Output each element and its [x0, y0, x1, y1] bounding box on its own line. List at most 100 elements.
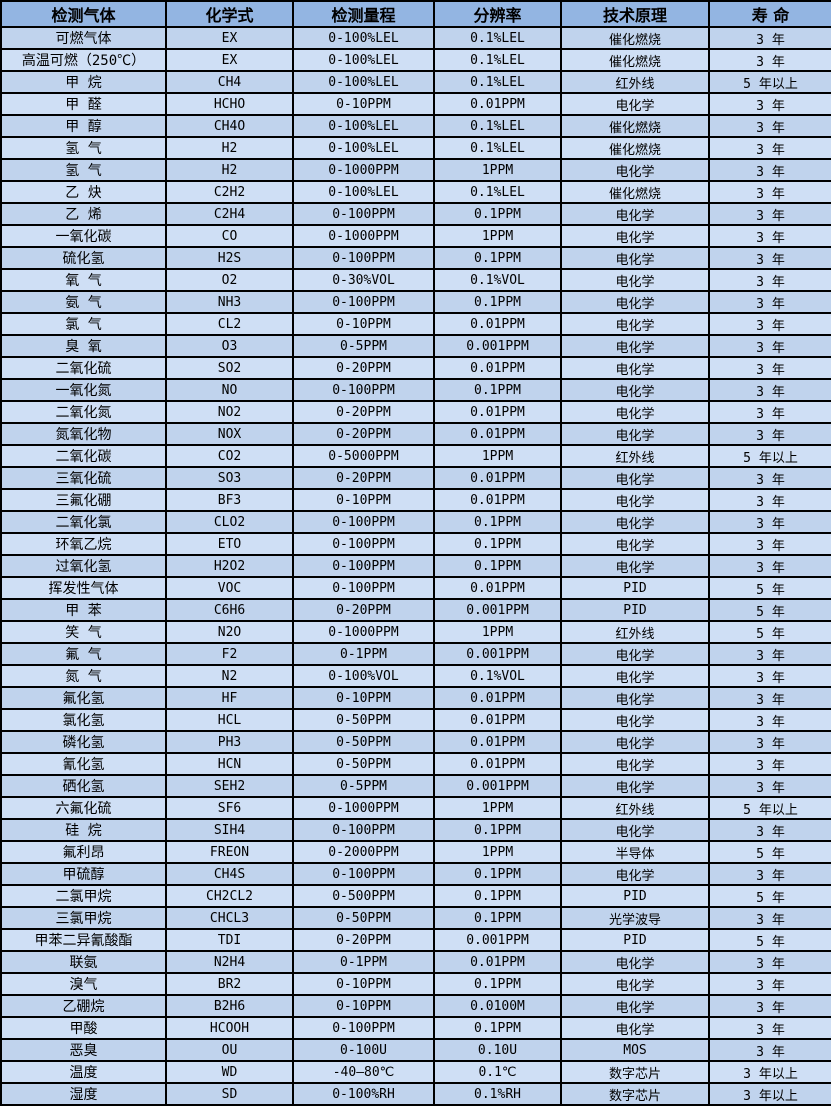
- table-cell: 氢 气: [0, 136, 167, 160]
- table-cell: 5 年: [708, 620, 831, 644]
- table-cell: 光学波导: [560, 906, 710, 930]
- table-cell: 硒化氢: [0, 774, 167, 798]
- table-cell: 3 年: [708, 972, 831, 996]
- table-cell: 电化学: [560, 334, 710, 358]
- table-cell: 一氧化碳: [0, 224, 167, 248]
- table-cell: C2H4: [165, 202, 294, 226]
- table-cell: 0-100PPM: [292, 532, 435, 556]
- table-cell: 溴气: [0, 972, 167, 996]
- table-cell: 二氧化氮: [0, 400, 167, 424]
- table-cell: 可燃气体: [0, 26, 167, 50]
- table-cell: 0-1PPM: [292, 642, 435, 666]
- table-cell: HCL: [165, 708, 294, 732]
- table-row: 三氧化硫 SO3 0-20PPM 0.01PPM 电化学 3 年: [0, 466, 831, 490]
- table-cell: 0.001PPM: [433, 642, 562, 666]
- table-cell: 二氧化碳: [0, 444, 167, 468]
- table-cell: 3 年: [708, 664, 831, 688]
- table-cell: 一氧化氮: [0, 378, 167, 402]
- table-cell: 0-1PPM: [292, 950, 435, 974]
- table-cell: 0-1000PPM: [292, 224, 435, 248]
- table-cell: 红外线: [560, 444, 710, 468]
- table-cell: 0-10PPM: [292, 686, 435, 710]
- table-cell: 电化学: [560, 774, 710, 798]
- table-cell: 0-1000PPM: [292, 796, 435, 820]
- table-cell: 电化学: [560, 950, 710, 974]
- table-cell: 3 年: [708, 774, 831, 798]
- table-cell: 0.1PPM: [433, 378, 562, 402]
- table-row: 甲 醛 HCHO 0-10PPM 0.01PPM 电化学 3 年: [0, 92, 831, 116]
- table-cell: 3 年: [708, 1038, 831, 1062]
- table-cell: 电化学: [560, 246, 710, 270]
- header-resolution: 分辨率: [433, 0, 562, 28]
- table-cell: 0.1PPM: [433, 972, 562, 996]
- table-cell: 0.1%RH: [433, 1082, 562, 1106]
- table-cell: 甲 苯: [0, 598, 167, 622]
- table-row: 甲硫醇 CH4S 0-100PPM 0.1PPM 电化学 3 年: [0, 862, 831, 886]
- table-cell: 0.1PPM: [433, 1016, 562, 1040]
- table-cell: 0.1PPM: [433, 532, 562, 556]
- table-cell: 电化学: [560, 202, 710, 226]
- table-cell: TDI: [165, 928, 294, 952]
- table-cell: 0.01PPM: [433, 686, 562, 710]
- header-gas: 检测气体: [0, 0, 167, 28]
- table-cell: NO: [165, 378, 294, 402]
- table-cell: 恶臭: [0, 1038, 167, 1062]
- table-row: 二氧化氯 CLO2 0-100PPM 0.1PPM 电化学 3 年: [0, 510, 831, 534]
- table-cell: 0-1000PPM: [292, 620, 435, 644]
- table-row: 氢 气 H2 0-1000PPM 1PPM 电化学 3 年: [0, 158, 831, 182]
- table-cell: 0.001PPM: [433, 334, 562, 358]
- table-cell: 5 年: [708, 928, 831, 952]
- table-row: 恶臭 OU 0-100U 0.10U MOS 3 年: [0, 1038, 831, 1062]
- table-cell: 0.01PPM: [433, 488, 562, 512]
- table-cell: 过氧化氢: [0, 554, 167, 578]
- header-formula: 化学式: [165, 0, 294, 28]
- table-cell: 0-10PPM: [292, 312, 435, 336]
- table-cell: 环氧乙烷: [0, 532, 167, 556]
- table-cell: 电化学: [560, 686, 710, 710]
- table-cell: 红外线: [560, 796, 710, 820]
- table-cell: PID: [560, 598, 710, 622]
- table-cell: 0.1%LEL: [433, 26, 562, 50]
- table-cell: 甲酸: [0, 1016, 167, 1040]
- table-cell: 3 年: [708, 422, 831, 446]
- table-cell: 0.1PPM: [433, 246, 562, 270]
- table-row: 氧 气 O2 0-30%VOL 0.1%VOL 电化学 3 年: [0, 268, 831, 292]
- table-cell: 1PPM: [433, 620, 562, 644]
- table-cell: 3 年: [708, 158, 831, 182]
- table-cell: 0.0100M: [433, 994, 562, 1018]
- table-cell: CLO2: [165, 510, 294, 534]
- table-row: 磷化氢 PH3 0-50PPM 0.01PPM 电化学 3 年: [0, 730, 831, 754]
- table-cell: 0-100PPM: [292, 576, 435, 600]
- table-row: 过氧化氢 H2O2 0-100PPM 0.1PPM 电化学 3 年: [0, 554, 831, 578]
- table-row: 二氧化硫 SO2 0-20PPM 0.01PPM 电化学 3 年: [0, 356, 831, 380]
- table-cell: 湿度: [0, 1082, 167, 1106]
- table-cell: 3 年: [708, 290, 831, 314]
- table-cell: SF6: [165, 796, 294, 820]
- table-cell: 氮 气: [0, 664, 167, 688]
- table-cell: 0-50PPM: [292, 752, 435, 776]
- table-cell: 3 年: [708, 312, 831, 336]
- table-row: 一氧化碳 CO 0-1000PPM 1PPM 电化学 3 年: [0, 224, 831, 248]
- table-cell: 二氯甲烷: [0, 884, 167, 908]
- table-cell: 0-5000PPM: [292, 444, 435, 468]
- table-cell: 0.1%VOL: [433, 664, 562, 688]
- table-cell: 电化学: [560, 422, 710, 446]
- table-cell: 3 年: [708, 466, 831, 490]
- table-cell: 氧 气: [0, 268, 167, 292]
- table-cell: 0-10PPM: [292, 488, 435, 512]
- table-cell: 5 年以上: [708, 444, 831, 468]
- table-cell: 3 年: [708, 334, 831, 358]
- table-cell: 0.1%LEL: [433, 48, 562, 72]
- table-cell: 半导体: [560, 840, 710, 864]
- table-cell: O2: [165, 268, 294, 292]
- table-cell: 0-100PPM: [292, 818, 435, 842]
- table-cell: 0.001PPM: [433, 774, 562, 798]
- table-cell: 甲苯二异氰酸酯: [0, 928, 167, 952]
- table-cell: 0.01PPM: [433, 466, 562, 490]
- table-cell: SEH2: [165, 774, 294, 798]
- table-cell: PID: [560, 884, 710, 908]
- table-row: 甲 烷 CH4 0-100%LEL 0.1%LEL 红外线 5 年以上: [0, 70, 831, 94]
- table-cell: 氮氧化物: [0, 422, 167, 446]
- table-cell: -40—80℃: [292, 1060, 435, 1084]
- table-cell: 电化学: [560, 752, 710, 776]
